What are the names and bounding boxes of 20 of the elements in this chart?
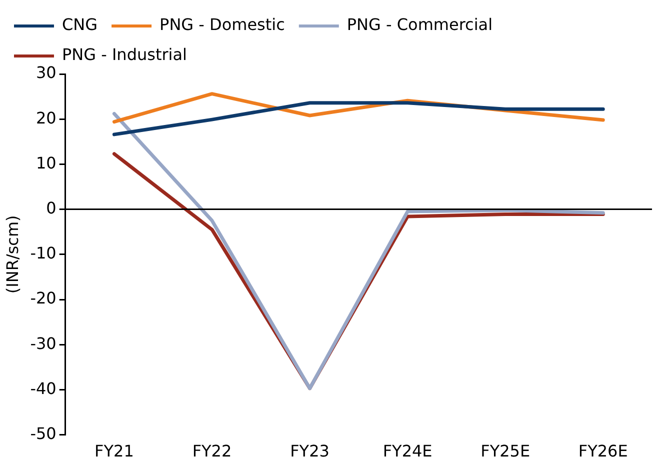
y-tick-label: 10 (36, 153, 56, 172)
y-tick-label: -30 (30, 334, 56, 353)
y-tick-label: 0 (46, 198, 56, 218)
legend-label: CNG (62, 15, 98, 34)
y-tick-label: 20 (36, 108, 56, 128)
y-tick-label: -40 (30, 378, 56, 398)
y-axis-title: (INR/scm) (2, 215, 22, 294)
x-tick-label: FY22 (192, 442, 232, 461)
x-tick-label: FY26E (578, 442, 628, 461)
legend-label: PNG - Industrial (62, 45, 187, 64)
y-tick-label: -50 (30, 424, 56, 443)
y-tick-label: -20 (30, 288, 56, 308)
y-tick-label: -10 (30, 244, 56, 263)
x-tick-label: FY21 (94, 442, 134, 461)
x-tick-label: FY23 (290, 442, 330, 461)
legend-label: PNG - Commercial (346, 15, 493, 34)
x-tick-label: FY25E (480, 442, 530, 461)
legend-label: PNG - Domestic (160, 15, 285, 34)
x-tick-label: FY24E (382, 442, 432, 461)
y-tick-label: 30 (36, 63, 56, 82)
